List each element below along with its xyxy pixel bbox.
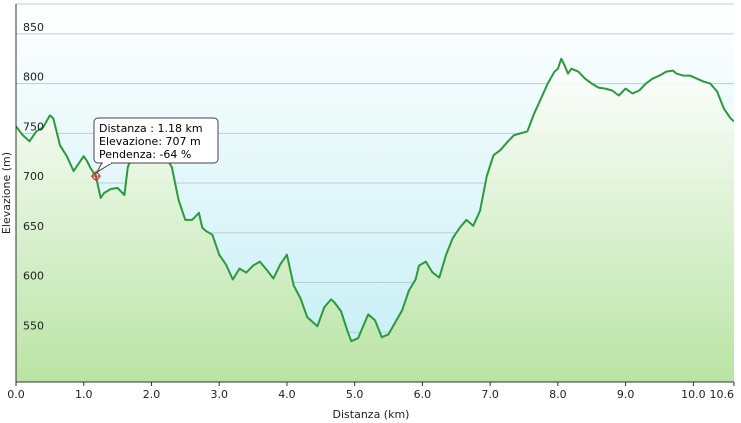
x-tick-label-10.6: 10.6 bbox=[710, 388, 735, 401]
elevation-area-fill bbox=[16, 58, 734, 382]
x-tick-label-5.0: 5.0 bbox=[346, 388, 364, 401]
x-tick-label-1.0: 1.0 bbox=[75, 388, 93, 401]
x-tick-label-2.0: 2.0 bbox=[143, 388, 161, 401]
tooltip-elevation: Elevazione: 707 m bbox=[99, 135, 201, 148]
x-tick-label-9.0: 9.0 bbox=[617, 388, 635, 401]
x-tick-label-8.0: 8.0 bbox=[549, 388, 567, 401]
position-marker[interactable] bbox=[90, 171, 101, 182]
x-tick-label-0.0: 0.0 bbox=[7, 388, 25, 401]
y-tick-label-650: 650 bbox=[23, 220, 44, 233]
y-axis-ticks: 550 600 650 700 750 800 850 bbox=[23, 21, 44, 332]
x-tick-label-10.0: 10.0 bbox=[681, 388, 706, 401]
x-tick-label-3.0: 3.0 bbox=[210, 388, 228, 401]
x-tick-label-7.0: 7.0 bbox=[481, 388, 499, 401]
x-axis-ticks: 0.0 1.0 2.0 3.0 4.0 5.0 6.0 7.0 8.0 9.0 10.0 10.6 bbox=[7, 382, 735, 401]
y-tick-label-550: 550 bbox=[23, 319, 44, 332]
y-tick-label-800: 800 bbox=[23, 71, 44, 84]
y-tick-label-850: 850 bbox=[23, 21, 44, 34]
y-tick-label-750: 750 bbox=[23, 120, 44, 133]
tooltip: Distanza : 1.18 km Elevazione: 707 m Pen… bbox=[93, 117, 219, 174]
elevation-line bbox=[16, 57, 734, 343]
y-axis-title: Elevazione (m) bbox=[0, 152, 13, 234]
y-tick-label-600: 600 bbox=[23, 270, 44, 283]
y-tick-label-700: 700 bbox=[23, 170, 44, 183]
x-tick-label-4.0: 4.0 bbox=[278, 388, 296, 401]
tooltip-box bbox=[93, 117, 219, 164]
x-axis-title: Distanza (km) bbox=[333, 408, 410, 421]
tooltip-distance: Distanza : 1.18 km bbox=[99, 122, 203, 135]
tooltip-slope: Pendenza: -64 % bbox=[99, 148, 191, 161]
x-tick-label-6.0: 6.0 bbox=[414, 388, 432, 401]
